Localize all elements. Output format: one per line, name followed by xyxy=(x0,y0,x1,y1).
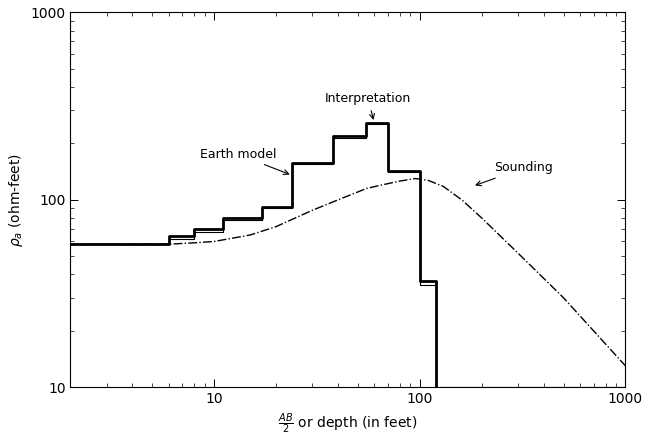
Text: Sounding: Sounding xyxy=(476,161,553,186)
X-axis label: $\frac{AB}{2}$ or depth (in feet): $\frac{AB}{2}$ or depth (in feet) xyxy=(278,412,418,436)
Text: Interpretation: Interpretation xyxy=(325,92,411,119)
Y-axis label: $\rho_a$ (ohm-feet): $\rho_a$ (ohm-feet) xyxy=(7,153,25,247)
Text: Earth model: Earth model xyxy=(200,148,289,175)
